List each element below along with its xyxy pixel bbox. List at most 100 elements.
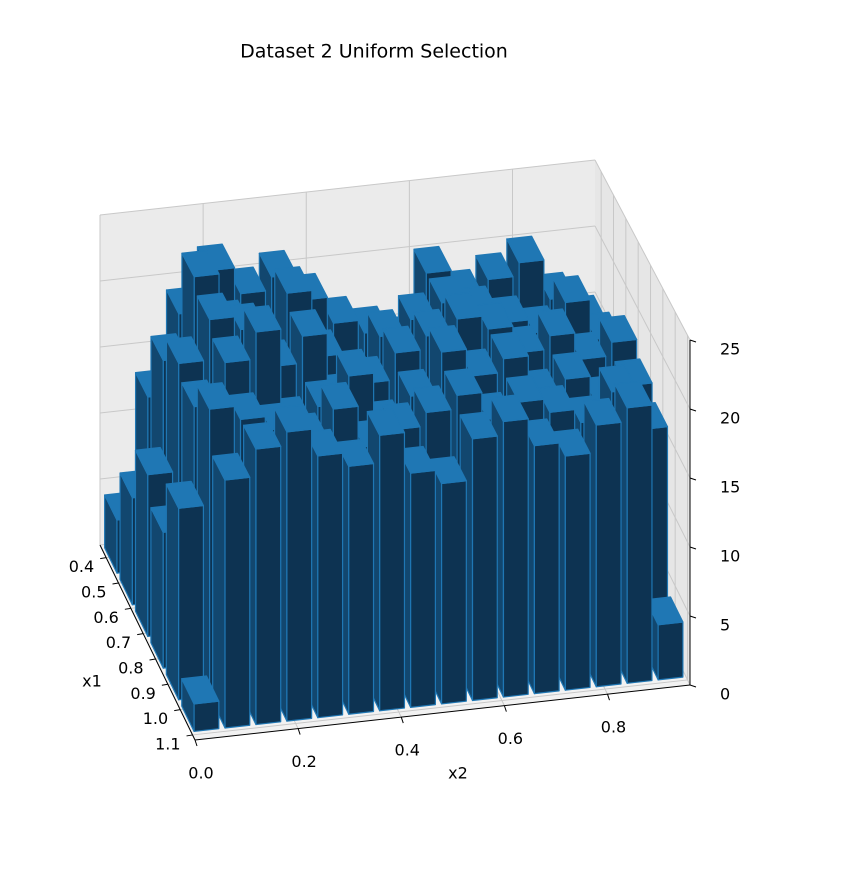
tick-mark — [400, 716, 404, 724]
bar-front — [410, 469, 436, 708]
bar-top — [196, 292, 236, 321]
bar-top — [413, 385, 452, 414]
bar-front — [379, 431, 406, 712]
bar-top — [552, 351, 591, 380]
bar-top — [428, 324, 468, 353]
chart-title: Dataset 2 Uniform Selection — [240, 41, 508, 63]
bar-top — [521, 418, 560, 447]
tick-mark — [689, 477, 697, 481]
bar-front — [193, 700, 220, 733]
x-tick-label: 0.4 — [395, 741, 420, 760]
bar-top — [490, 331, 529, 360]
z-tick-label: 20 — [720, 409, 740, 428]
z-tick-label: 5 — [720, 616, 730, 635]
x-axis-label: x2 — [448, 764, 468, 783]
bar-top — [165, 480, 205, 509]
bar-top — [366, 408, 406, 436]
bar-front — [564, 452, 591, 691]
bar-top — [243, 421, 282, 450]
grid-line — [594, 225, 691, 410]
tick-mark — [689, 408, 697, 412]
bar-front — [348, 462, 375, 715]
bar-top — [212, 452, 251, 481]
y-tick-label: 0.6 — [93, 608, 118, 627]
bar-front — [317, 452, 344, 719]
bar-front — [657, 621, 684, 681]
tick-mark — [186, 734, 193, 737]
tick-mark — [503, 705, 507, 712]
tick-mark — [689, 546, 697, 550]
bar-top — [320, 295, 359, 324]
axis-line — [99, 544, 196, 741]
y-axis-label: x1 — [82, 672, 102, 691]
grid-line — [594, 159, 691, 341]
bar-top — [536, 385, 576, 413]
bar-top — [444, 291, 483, 320]
tick-mark — [194, 739, 198, 747]
bar-top — [274, 266, 313, 294]
bar-top — [537, 308, 576, 337]
bar-top — [227, 392, 266, 420]
bar-top — [598, 314, 638, 343]
bar-front — [595, 421, 622, 688]
y-tick-label: 0.9 — [130, 684, 155, 703]
bar-front — [626, 404, 653, 684]
bar-top — [614, 380, 653, 409]
bar-top — [273, 404, 313, 433]
bar-top — [212, 335, 251, 364]
tick-mark — [689, 339, 697, 343]
tick-mark — [100, 557, 107, 560]
bar-front — [286, 428, 313, 722]
bar-front — [502, 418, 529, 698]
bar-front — [533, 442, 560, 695]
bar-top — [428, 456, 467, 485]
bar-top — [459, 411, 498, 440]
bar-front — [440, 480, 467, 705]
tick-mark — [607, 694, 610, 701]
y-tick-label: 0.8 — [118, 658, 143, 677]
tick-mark — [161, 683, 168, 686]
y-tick-label: 0.7 — [106, 633, 131, 652]
tick-mark — [124, 607, 131, 610]
bar-front — [255, 445, 282, 726]
bar-top — [134, 446, 174, 476]
bar-top — [181, 675, 220, 705]
bar-top — [181, 249, 220, 278]
bar-side — [134, 449, 149, 638]
tick-mark — [149, 658, 156, 661]
bar-top — [243, 305, 282, 333]
bar-top — [289, 309, 328, 337]
z-tick-label: 0 — [720, 685, 730, 704]
tick-mark — [689, 615, 697, 619]
bar-top — [506, 235, 545, 264]
bar-top — [552, 275, 591, 303]
grid-line — [192, 679, 688, 736]
bar-top — [552, 428, 591, 457]
y-tick-label: 1.0 — [143, 709, 168, 728]
bar-top — [335, 439, 375, 467]
bar-side — [150, 507, 164, 669]
bar-top — [413, 245, 452, 274]
x-tick-label: 0.0 — [188, 764, 213, 783]
bar-top — [196, 382, 235, 410]
x-tick-label: 0.6 — [498, 729, 523, 748]
bar-front — [178, 504, 205, 701]
x-tick-label: 0.2 — [291, 752, 316, 771]
y-tick-label: 0.5 — [81, 582, 106, 601]
bar-top — [320, 381, 359, 410]
x-tick-label: 0.8 — [601, 718, 626, 737]
tick-mark — [297, 728, 301, 735]
bar — [645, 596, 684, 681]
y-tick-label: 0.4 — [69, 557, 94, 576]
bar — [181, 675, 220, 733]
bar — [212, 452, 251, 729]
bar-top — [397, 445, 436, 474]
bar-top — [165, 336, 205, 364]
bar-top — [304, 428, 344, 457]
tick-mark — [689, 684, 697, 688]
bar-side — [165, 483, 180, 701]
z-tick-label: 15 — [720, 478, 740, 497]
bar-front — [224, 476, 251, 729]
bar-top — [645, 596, 684, 626]
